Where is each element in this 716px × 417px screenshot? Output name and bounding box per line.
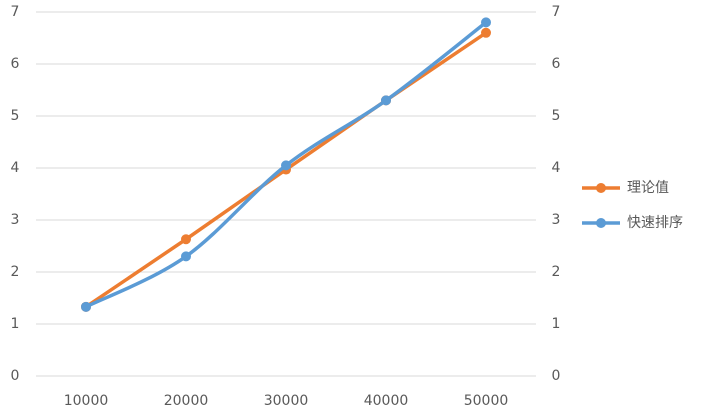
data-point <box>181 251 191 262</box>
y2-tick-label: 2 <box>552 264 561 280</box>
y-tick-label: 0 <box>11 368 20 384</box>
x-tick-label: 30000 <box>264 393 309 409</box>
y2-tick-label: 1 <box>552 316 561 332</box>
y2-tick-label: 7 <box>552 4 561 20</box>
x-tick-label: 40000 <box>364 393 409 409</box>
data-point <box>381 95 391 106</box>
legend-marker <box>596 183 606 193</box>
y2-tick-label: 5 <box>552 108 561 124</box>
y2-tick-label: 6 <box>552 56 561 72</box>
y-tick-label: 4 <box>11 160 20 176</box>
legend-label: 快速排序 <box>627 215 683 231</box>
data-point <box>281 160 291 171</box>
y2-tick-label: 3 <box>552 212 561 228</box>
data-point <box>181 234 191 245</box>
y-tick-label: 1 <box>11 316 20 332</box>
data-point <box>481 27 491 38</box>
y-tick-label: 5 <box>11 108 20 124</box>
data-point <box>81 301 91 312</box>
y2-tick-label: 0 <box>552 368 561 384</box>
y-tick-label: 6 <box>11 56 20 72</box>
legend-label: 理论值 <box>627 180 669 196</box>
x-tick-label: 50000 <box>464 393 509 409</box>
y-tick-label: 7 <box>11 4 20 20</box>
data-point <box>481 17 491 28</box>
x-tick-label: 10000 <box>64 393 109 409</box>
y2-tick-label: 4 <box>552 160 561 176</box>
y-tick-label: 3 <box>11 212 20 228</box>
y-tick-label: 2 <box>11 264 20 280</box>
legend-marker <box>596 218 606 228</box>
x-tick-label: 20000 <box>164 393 209 409</box>
